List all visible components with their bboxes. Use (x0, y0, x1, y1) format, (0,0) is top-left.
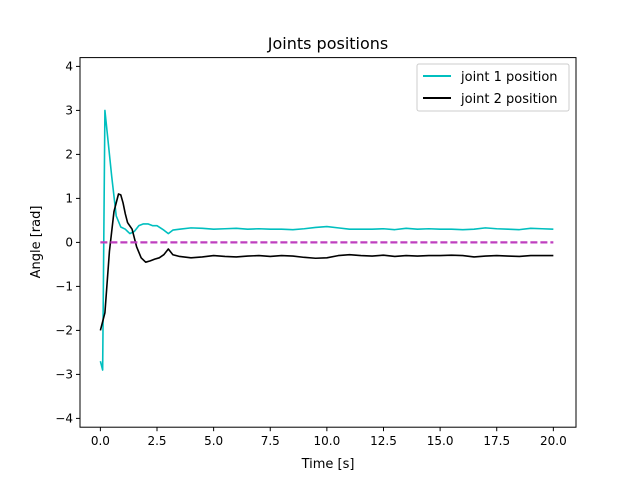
legend-label-joint-2: joint 2 position (460, 92, 558, 107)
x-tick-label: 2.5 (147, 434, 166, 448)
y-tick-label: −3 (55, 367, 73, 381)
series-line-1 (99, 109, 554, 371)
legend-label-joint-1: joint 1 position (460, 70, 558, 85)
x-tick-label: 10.0 (314, 434, 341, 448)
y-axis-ticks: −4 −3 −2 −1 0 1 2 3 4 (55, 59, 80, 425)
y-tick-label: 3 (65, 103, 73, 117)
x-tick-label: 5.0 (204, 434, 223, 448)
chart-title: Joints positions (267, 34, 389, 53)
y-tick-label: 4 (65, 59, 73, 73)
x-tick-label: 15.0 (427, 434, 454, 448)
x-axis-ticks: 0.0 2.5 5.0 7.5 10.0 12.5 15.0 17.5 20.0 (91, 427, 567, 448)
x-tick-label: 17.5 (483, 434, 510, 448)
series-line-2 (99, 193, 554, 331)
y-tick-label: −1 (55, 279, 73, 293)
legend-box (416, 63, 570, 112)
y-tick-label: −2 (55, 323, 73, 337)
x-tick-label: 0.0 (91, 434, 110, 448)
plot-lines (99, 109, 554, 371)
y-tick-label: 2 (65, 147, 73, 161)
legend: joint 1 position joint 2 position (416, 63, 570, 112)
y-tick-label: 0 (65, 235, 73, 249)
y-tick-label: −4 (55, 411, 73, 425)
y-tick-label: 1 (65, 191, 73, 205)
x-tick-label: 12.5 (370, 434, 397, 448)
x-axis-label: Time [s] (301, 457, 355, 472)
x-tick-label: 7.5 (261, 434, 280, 448)
x-tick-label: 20.0 (540, 434, 567, 448)
y-axis-label: Angle [rad] (29, 206, 44, 279)
